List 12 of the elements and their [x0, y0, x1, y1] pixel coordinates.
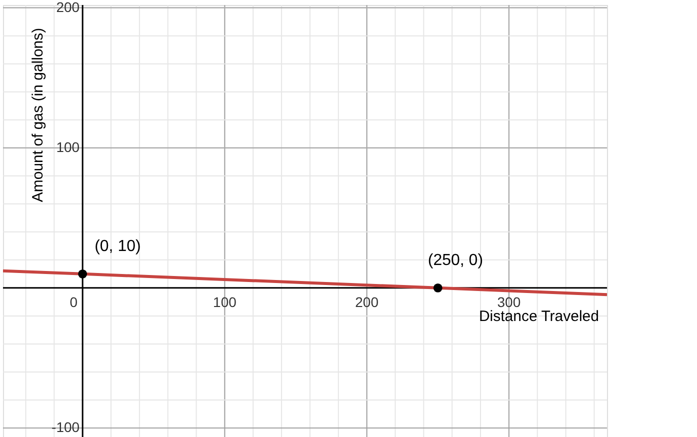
x-tick-label: 100 [213, 294, 237, 310]
x-tick-label: 0 [70, 294, 78, 310]
y-axis-title: Amount of gas (in gallons) [30, 28, 47, 202]
x-tick-label: 300 [497, 294, 521, 310]
annotation: (250, 0) [428, 252, 484, 269]
x-axis-title: Distance Traveled [478, 308, 599, 325]
line-series [3, 269, 607, 296]
y-tick-label: 100 [56, 138, 80, 155]
x-tick-label: 200 [355, 294, 379, 310]
annotation: (0, 10) [94, 238, 141, 255]
y-tick-label: -100 [52, 418, 80, 435]
y-tick-label: 200 [56, 0, 80, 15]
